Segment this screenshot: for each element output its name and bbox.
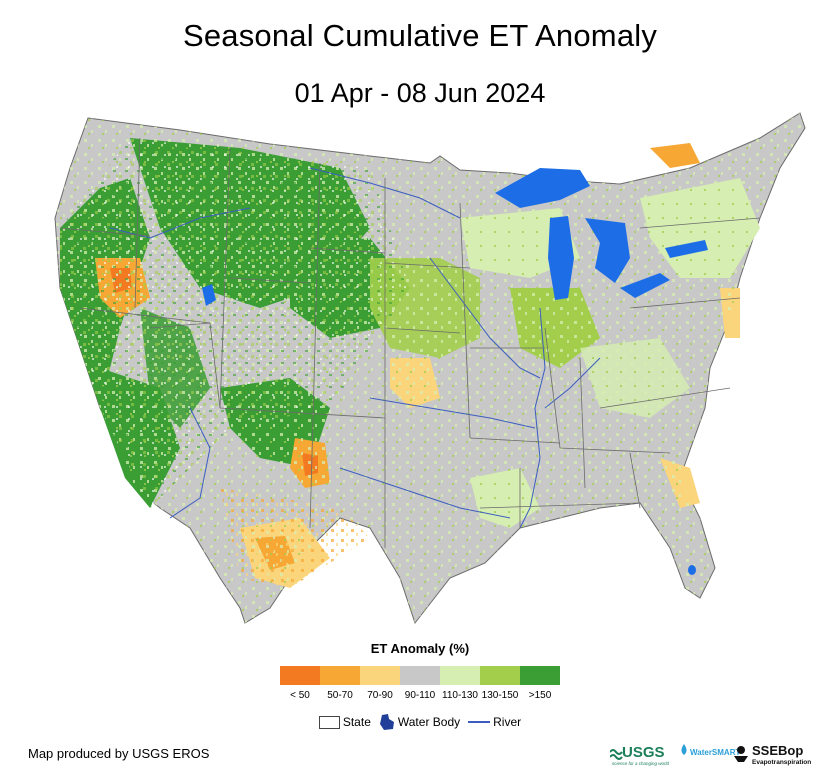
legend-label: < 50 (290, 690, 310, 701)
legend-state-label: State (342, 715, 371, 729)
water-body-icon (379, 714, 394, 730)
legend-label: 70-90 (367, 690, 393, 701)
legend-swatch-50-70 (320, 666, 360, 685)
state-boundaries (59, 137, 761, 548)
map-title: Seasonal Cumulative ET Anomaly (182, 18, 658, 53)
legend-swatch-gt150 (520, 666, 560, 685)
legend-swatch-110-130 (440, 666, 480, 685)
legend-labels: < 50 50-70 70-90 90-110 110-130 130-150 … (280, 690, 560, 701)
lake-superior (495, 168, 590, 208)
svg-text:USGS: USGS (622, 744, 665, 761)
river-line-icon (468, 721, 491, 723)
legend-color-bar (280, 666, 560, 685)
legend-river-label: River (493, 715, 522, 729)
watersmart-logo: WaterSMART (681, 744, 740, 757)
conus-et-anomaly-map (54, 112, 806, 625)
legend-label: 110-130 (442, 690, 478, 701)
legend-label: >150 (528, 690, 552, 701)
legend-water-label: Water Body (397, 715, 461, 729)
ssebop-logo: SSEBop Evapotranspiration (734, 743, 811, 766)
legend-water-item: Water Body (379, 713, 460, 731)
legend-symbols: State Water Body River (0, 713, 840, 731)
lake-okeechobee (688, 565, 696, 575)
legend-title: ET Anomaly (%) (370, 641, 470, 656)
legend-swatch-lt50 (280, 666, 320, 685)
great-salt-lake (202, 284, 216, 306)
state-box-icon (318, 715, 340, 729)
legend-swatch-70-90 (360, 666, 400, 685)
legend-swatch-130-150 (480, 666, 520, 685)
legend-river-item: River (468, 715, 521, 729)
legend-label: 50-70 (327, 690, 353, 701)
usgs-logo: USGS science for a changing world (610, 744, 670, 766)
svg-text:Evapotranspiration: Evapotranspiration (752, 759, 811, 766)
svg-text:science for a changing world: science for a changing world (612, 761, 670, 766)
legend-label: 90-110 (404, 690, 436, 701)
lake-huron (585, 218, 630, 283)
lake-erie (620, 273, 670, 298)
svg-text:SSEBop: SSEBop (752, 743, 803, 758)
svg-text:WaterSMART: WaterSMART (690, 748, 740, 757)
map-date-range: 01 Apr - 08 Jun 2024 (294, 78, 546, 108)
legend-state-item: State (318, 715, 371, 729)
map-credit: Map produced by USGS EROS (28, 746, 210, 761)
rivers (109, 167, 601, 529)
lake-michigan (548, 216, 574, 300)
legend-swatch-90-110 (400, 666, 440, 685)
legend-label: 130-150 (481, 690, 519, 701)
lake-ontario (665, 240, 708, 258)
agency-logos: USGS science for a changing world WaterS… (610, 743, 811, 766)
